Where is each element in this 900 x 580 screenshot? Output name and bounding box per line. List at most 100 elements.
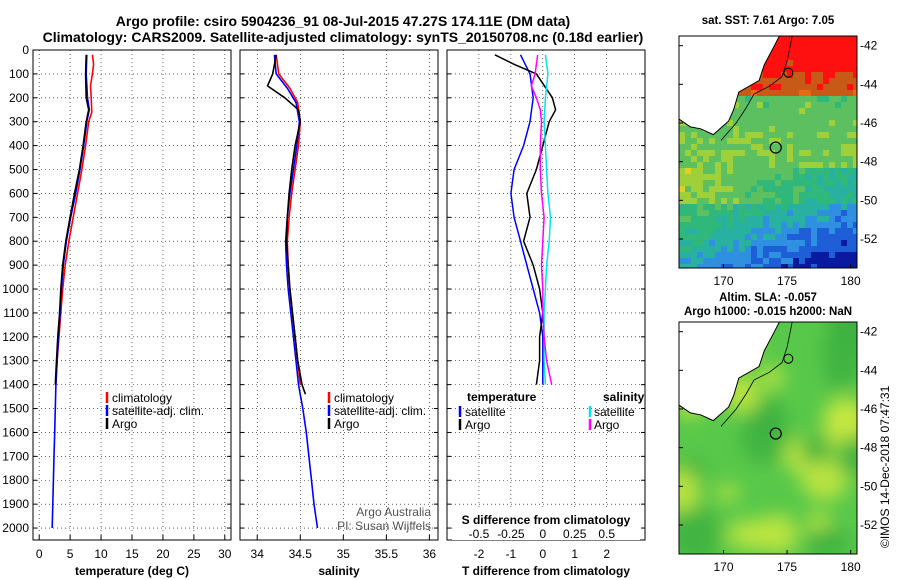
sst-cell	[829, 96, 836, 103]
x-tick-label: 10	[94, 547, 108, 561]
sst-cell	[787, 132, 794, 139]
sst-cell	[829, 84, 836, 91]
sst-cell	[757, 102, 764, 109]
sst-cell	[703, 252, 710, 259]
sst-cell	[829, 156, 836, 163]
sst-cell	[697, 156, 704, 163]
sst-cell	[763, 156, 770, 163]
sst-cell	[835, 222, 842, 229]
sst-cell	[745, 186, 752, 193]
sst-cell	[823, 258, 830, 265]
sst-cell	[793, 216, 800, 223]
sst-cell	[721, 168, 728, 175]
sst-cell	[703, 258, 710, 265]
sst-cell	[829, 114, 836, 121]
sst-cell	[685, 204, 692, 211]
sst-cell	[781, 162, 788, 169]
sst-cell	[757, 234, 764, 241]
sst-cell	[691, 234, 698, 241]
x-tick-label: 35.5	[375, 547, 399, 561]
sst-cell	[763, 180, 770, 187]
sst-cell	[697, 198, 704, 205]
sst-cell	[757, 114, 764, 121]
sst-cell	[721, 210, 728, 217]
sst-cell	[793, 240, 800, 247]
sst-cell	[781, 138, 788, 145]
sst-cell	[847, 78, 854, 85]
sst-cell	[775, 120, 782, 127]
sst-cell	[853, 150, 857, 157]
sst-cell	[829, 66, 836, 73]
sst-cell	[787, 246, 794, 253]
sst-cell	[763, 204, 770, 211]
sst-cell	[829, 60, 836, 67]
sst-cell	[775, 246, 782, 253]
sst-cell	[769, 246, 776, 253]
sst-cell	[703, 234, 710, 241]
sst-cell	[691, 156, 698, 163]
sst-argo-position-marker	[769, 141, 782, 154]
sst-cell	[817, 54, 824, 61]
sst-cell	[841, 186, 848, 193]
sst-cell	[691, 246, 698, 253]
sst-cell	[811, 138, 818, 145]
sst-cell	[805, 192, 812, 199]
sst-cell	[829, 204, 836, 211]
legend-label: Argo	[465, 418, 491, 432]
sst-cell	[811, 234, 818, 241]
sst-cell	[763, 72, 770, 79]
sst-cell	[679, 246, 686, 253]
sst-cell	[679, 186, 686, 193]
sst-cell	[799, 132, 806, 139]
sst-cell	[781, 204, 788, 211]
sst-cell	[769, 186, 776, 193]
sst-cell	[811, 252, 818, 259]
sst-cell	[847, 66, 854, 73]
sst-cell	[769, 132, 776, 139]
sst-cell	[679, 222, 686, 229]
sst-cell	[757, 126, 764, 133]
sst-cell	[691, 258, 698, 265]
sst-cell	[685, 132, 692, 139]
sst-cell	[841, 168, 848, 175]
sst-cell	[685, 258, 692, 265]
sst-cell	[817, 240, 824, 247]
sst-cell	[781, 246, 788, 253]
sst-cell	[817, 108, 824, 115]
sst-cell	[769, 78, 776, 85]
sst-cell	[679, 144, 686, 151]
sst-cell	[775, 228, 782, 235]
depth-tick-label: 800	[9, 234, 29, 248]
sst-cell	[781, 144, 788, 151]
sst-cell	[775, 78, 782, 85]
sst-cell	[727, 192, 734, 199]
sst-cell	[721, 204, 728, 211]
sst-cell	[745, 222, 752, 229]
sst-cell	[817, 186, 824, 193]
sst-cell	[823, 234, 830, 241]
sst-cell	[751, 252, 758, 259]
sst-cell	[775, 66, 782, 73]
sst-cell	[703, 132, 710, 139]
sst-cell	[817, 228, 824, 235]
sst-cell	[733, 132, 740, 139]
sst-cell	[793, 54, 800, 61]
sst-cell	[757, 216, 764, 223]
sst-cell	[679, 192, 686, 199]
sst-cell	[835, 174, 842, 181]
sst-cell	[757, 228, 764, 235]
t-difference-xlabel: T difference from climatology	[462, 564, 630, 578]
sst-cell	[769, 126, 776, 133]
sst-cell	[715, 228, 722, 235]
sst-cell	[769, 204, 776, 211]
sst-cell	[847, 102, 854, 109]
sst-cell	[787, 264, 794, 268]
sst-cell	[733, 108, 740, 115]
sst-cell	[781, 42, 788, 49]
sst-cell	[691, 180, 698, 187]
sst-cell	[709, 156, 716, 163]
sst-cell	[685, 240, 692, 247]
sst-cell	[739, 246, 746, 253]
sst-cell	[763, 222, 770, 229]
